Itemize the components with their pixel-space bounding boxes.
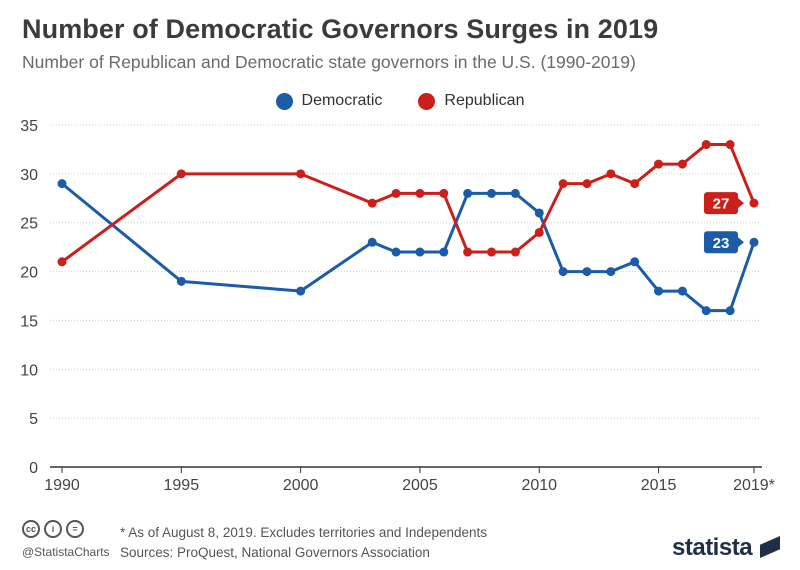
data-point-democratic [606,267,616,277]
social-handle: @StatistaCharts [22,545,110,559]
data-point-democratic [176,276,186,286]
data-point-democratic [415,247,425,257]
x-tick-label: 2005 [402,477,438,494]
data-point-republican [391,188,401,198]
data-point-democratic [439,247,449,257]
series-line-republican [61,143,756,264]
legend-label-republican: Republican [444,92,525,109]
data-point-republican [725,140,735,150]
x-tick-label: 2000 [283,477,319,494]
data-point-democratic [57,179,67,189]
data-point-republican [510,247,520,257]
end-label-democratic: 23 [713,235,730,252]
legend-swatch-republican [418,92,436,110]
legend: Democratic Republican [0,92,800,110]
data-point-democratic [367,237,377,247]
data-point-republican [415,188,425,198]
data-point-republican [558,179,568,189]
data-point-democratic [510,188,520,198]
legend-swatch-democratic [275,92,293,110]
data-point-republican [296,169,306,179]
data-point-democratic [296,286,306,296]
x-tick-label: 2019* [733,477,775,494]
data-point-republican [606,169,616,179]
chart-subtitle: Number of Republican and Democratic stat… [22,52,636,72]
data-point-democratic [701,306,711,316]
y-tick-label: 0 [29,460,38,477]
data-point-democratic [534,208,544,218]
no-derivatives-icon: = [66,520,84,538]
data-point-democratic [677,286,687,296]
series-line-democratic [61,182,756,313]
footnote-sources: Sources: ProQuest, National Governors As… [120,545,430,560]
data-point-democratic [558,267,568,277]
y-tick-label: 10 [20,362,38,379]
data-point-republican [367,198,377,208]
data-point-republican [57,257,67,267]
data-point-republican [463,247,473,257]
end-label-box-democratic [704,231,738,254]
data-point-democratic [654,286,664,296]
x-tick-label: 2015 [641,477,677,494]
attribution-icon: i [44,520,62,538]
end-label-republican: 27 [713,196,730,213]
data-point-democratic [725,306,735,316]
data-point-democratic [391,247,401,257]
data-point-democratic [630,257,640,267]
footnote-note: * As of August 8, 2019. Excludes territo… [120,525,487,540]
x-tick-label: 2010 [521,477,557,494]
data-point-democratic [463,188,473,198]
y-tick-label: 35 [20,118,38,135]
footnote: * As of August 8, 2019. Excludes territo… [120,523,487,563]
y-tick-label: 25 [20,216,38,233]
data-point-republican [534,227,544,237]
x-tick-label: 1990 [44,477,80,494]
y-tick-label: 30 [20,167,38,184]
data-point-democratic [582,267,592,277]
legend-label-democratic: Democratic [301,92,383,109]
data-point-republican [749,198,759,208]
y-tick-label: 5 [29,411,38,428]
data-point-republican [701,140,711,150]
chart-title: Number of Democratic Governors Surges in… [22,14,659,44]
data-point-democratic [487,188,497,198]
data-point-republican [654,159,664,169]
data-point-republican [677,159,687,169]
data-point-republican [582,179,592,189]
data-point-republican [439,188,449,198]
data-point-republican [487,247,497,257]
end-label-pointer-democratic [738,237,744,248]
legend-item-republican: Republican [418,92,524,110]
statista-logo: statista [672,534,753,561]
end-label-pointer-republican [738,198,744,209]
data-point-republican [630,179,640,189]
legend-item-democratic: Democratic [275,92,383,110]
y-tick-label: 20 [20,265,38,282]
data-point-republican [176,169,186,179]
y-tick-label: 15 [20,313,38,330]
cc-license-icon: cc [22,520,40,538]
end-label-box-republican [704,192,738,215]
x-tick-label: 1995 [164,477,200,494]
license-icons: cc i = [22,520,84,538]
data-point-democratic [749,237,759,247]
